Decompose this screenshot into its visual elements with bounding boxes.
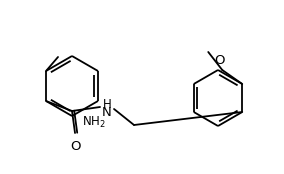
Text: N: N bbox=[102, 106, 112, 120]
Text: NH$_2$: NH$_2$ bbox=[82, 115, 106, 130]
Text: H: H bbox=[103, 98, 111, 112]
Text: O: O bbox=[70, 140, 80, 153]
Text: O: O bbox=[214, 54, 224, 67]
